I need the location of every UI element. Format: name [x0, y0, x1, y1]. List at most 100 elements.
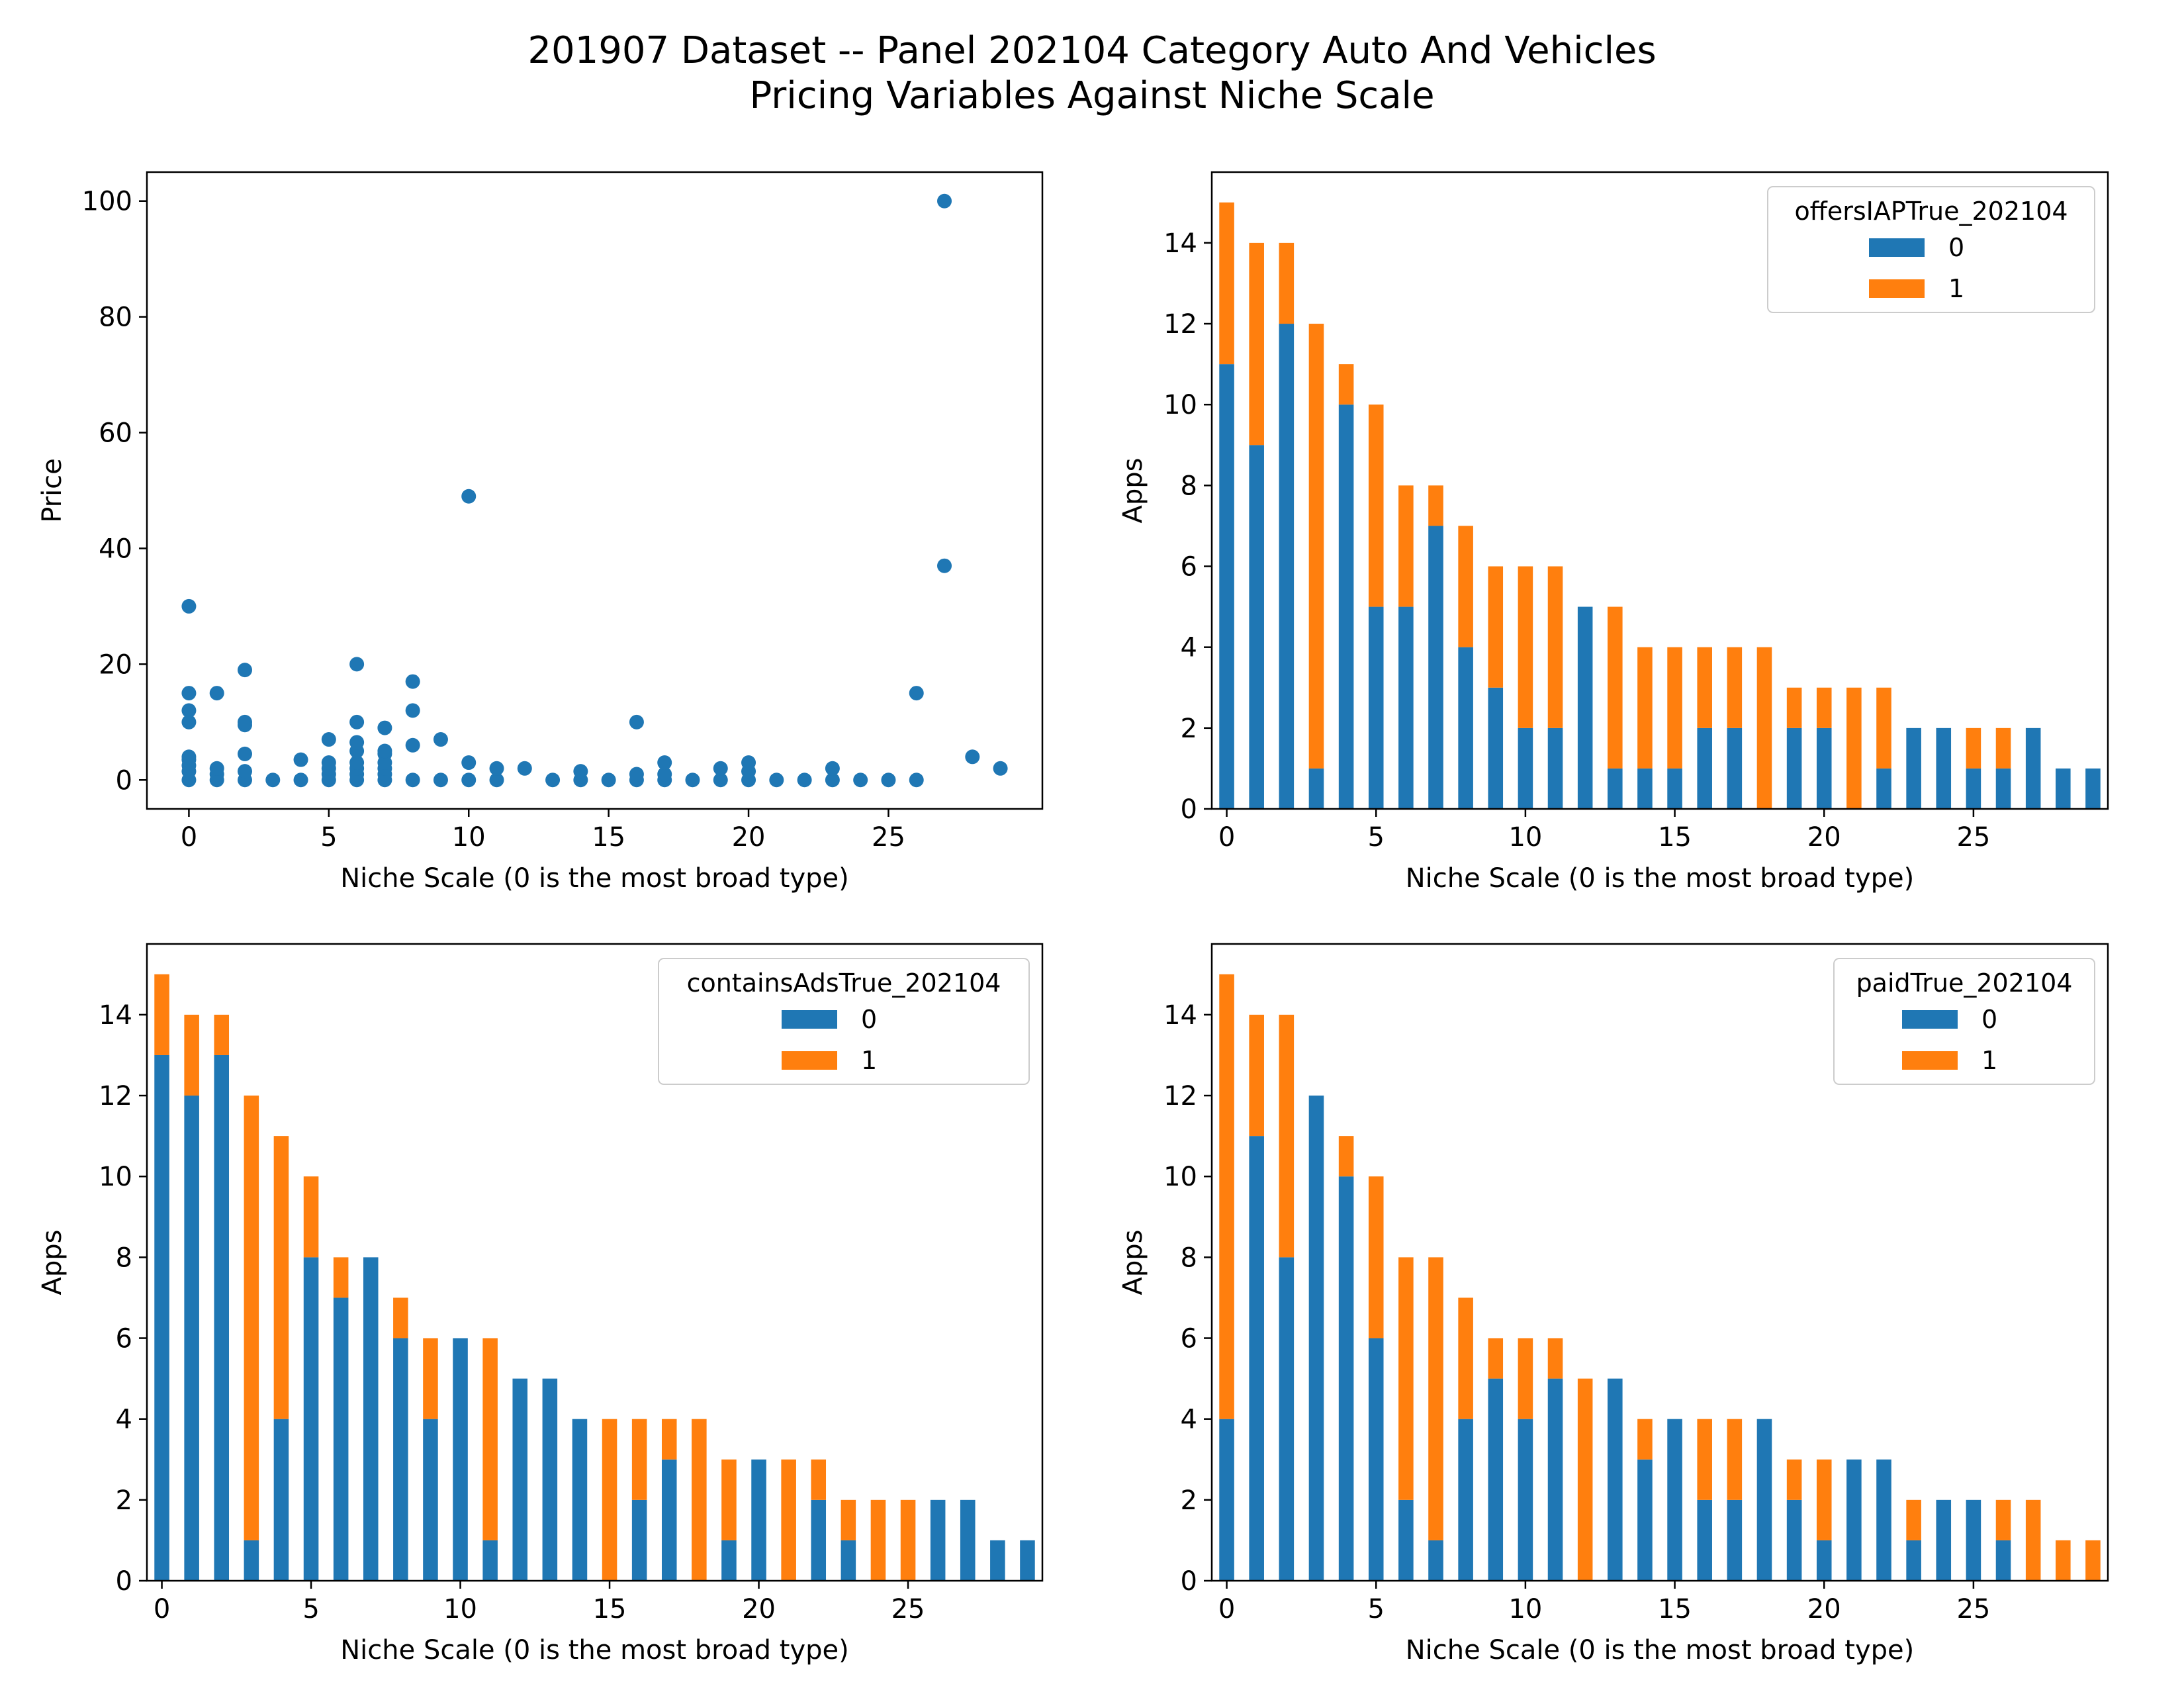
x-tick-label: 5 [302, 1594, 319, 1624]
y-tick-label: 14 [1163, 228, 1197, 259]
bar-segment-1 [1816, 687, 1832, 728]
scatter-point [853, 773, 868, 788]
bar-segment-1 [482, 1338, 498, 1540]
bar-segment-0 [1249, 1136, 1264, 1581]
bar-segment-1 [1608, 606, 1623, 769]
bar-segment-1 [1488, 566, 1504, 688]
y-tick-label: 8 [116, 1243, 132, 1273]
bar-segment-0 [453, 1338, 468, 1581]
bar-segment-0 [1756, 1419, 1772, 1581]
y-tick-label: 6 [116, 1324, 132, 1354]
bar-segment-1 [423, 1338, 438, 1419]
bar-segment-0 [1608, 1378, 1623, 1581]
scatter-point [489, 761, 504, 776]
y-tick-label: 14 [1163, 1000, 1197, 1031]
y-tick-label: 60 [99, 418, 132, 449]
x-tick-label: 25 [1956, 822, 1990, 853]
scatter-point [209, 686, 224, 701]
bar-segment-0 [1368, 606, 1384, 809]
bar-segment-1 [1995, 727, 2011, 769]
bar-segment-0 [333, 1297, 349, 1581]
scatter-point [909, 773, 924, 788]
bar-segment-1 [1308, 324, 1324, 769]
bar-segment-1 [1279, 242, 1295, 324]
x-tick-label: 25 [1956, 1594, 1990, 1624]
bar-segment-0 [1547, 1378, 1563, 1581]
bar-segment-0 [1816, 1540, 1832, 1581]
bar-segment-1 [2025, 1499, 2041, 1581]
bar-segment-0 [154, 1055, 169, 1581]
bar-segment-1 [273, 1136, 289, 1419]
y-tick-label: 2 [116, 1485, 132, 1516]
x-tick-label: 10 [1508, 1594, 1542, 1624]
bar-segment-1 [1219, 202, 1234, 365]
bar-segment-1 [1667, 647, 1682, 769]
x-tick-label: 15 [592, 822, 625, 853]
scatter-point [321, 755, 336, 771]
bar-segment-1 [721, 1459, 737, 1540]
bar-segment-0 [1547, 727, 1563, 809]
scatter-point [601, 773, 616, 788]
bar-segment-0 [512, 1378, 528, 1581]
bar-segment-0 [1518, 727, 1533, 809]
bar-segment-1 [1966, 727, 1981, 769]
bar-segment-0 [990, 1540, 1005, 1581]
bar-segment-1 [631, 1419, 647, 1500]
bar-segment-0 [1577, 606, 1593, 809]
bar-segment-1 [1697, 647, 1712, 728]
y-tick-label: 10 [99, 1162, 132, 1192]
x-tick-label: 25 [891, 1594, 925, 1624]
x-tick-label: 15 [593, 1594, 627, 1624]
y-axis-label: Apps [1118, 1230, 1148, 1295]
scatter-point [265, 773, 281, 788]
bar-segment-0 [1518, 1419, 1533, 1581]
x-axis-label: Niche Scale (0 is the most broad type) [340, 863, 849, 894]
x-tick-label: 0 [181, 822, 197, 853]
y-tick-label: 8 [1181, 471, 1197, 501]
legend-swatch-0 [1869, 238, 1925, 257]
x-tick-label: 5 [320, 822, 337, 853]
bar-segment-1 [303, 1176, 319, 1258]
bar-segment-1 [661, 1419, 677, 1460]
bar-segment-0 [2085, 768, 2101, 809]
bar-segment-0 [1219, 1419, 1234, 1581]
price-scatter-panel: 0 5 10 15 20 25 0 20 40 60 80 100 Niche Scale (0 is … [37, 171, 1044, 894]
bar-segment-0 [1995, 1540, 2011, 1581]
x-tick-label: 0 [1218, 1594, 1235, 1624]
bar-segment-1 [1458, 1297, 1473, 1419]
x-tick-label: 15 [1658, 822, 1692, 853]
scatter-point [377, 743, 392, 759]
bar-segment-1 [2056, 1540, 2071, 1581]
bar-segment-0 [1308, 768, 1324, 809]
scatter-point [237, 764, 252, 779]
bar-segment-0 [1398, 1499, 1414, 1581]
legend-swatch-0 [1902, 1010, 1958, 1029]
bar-segment-0 [214, 1055, 230, 1581]
y-tick-label: 8 [1181, 1243, 1197, 1273]
legend-box [658, 958, 1030, 1085]
scatter-point [321, 732, 336, 747]
x-tick-label: 15 [1658, 1594, 1692, 1624]
bar-segment-0 [482, 1540, 498, 1581]
bar-segment-1 [1876, 687, 1891, 769]
bar-segment-0 [1667, 768, 1682, 809]
bar-segment-1 [1547, 566, 1563, 728]
x-tick-label: 5 [1368, 822, 1385, 853]
bar-segment-0 [1279, 1257, 1295, 1581]
y-tick-label: 4 [116, 1405, 132, 1435]
legend-label-0: 0 [1948, 233, 1964, 262]
scatter-point [937, 558, 952, 573]
scatter-point [181, 703, 197, 718]
x-axis-label: Niche Scale (0 is the most broad type) [340, 1635, 849, 1665]
bar-segment-0 [631, 1499, 647, 1581]
bar-segment-0 [1966, 768, 1981, 809]
bar-segment-0 [1966, 1499, 1981, 1581]
y-tick-label: 20 [99, 649, 132, 680]
bar-segment-0 [721, 1540, 737, 1581]
bar-segment-0 [1697, 1499, 1712, 1581]
scatter-point [181, 598, 197, 614]
bar-segment-1 [1547, 1338, 1563, 1379]
